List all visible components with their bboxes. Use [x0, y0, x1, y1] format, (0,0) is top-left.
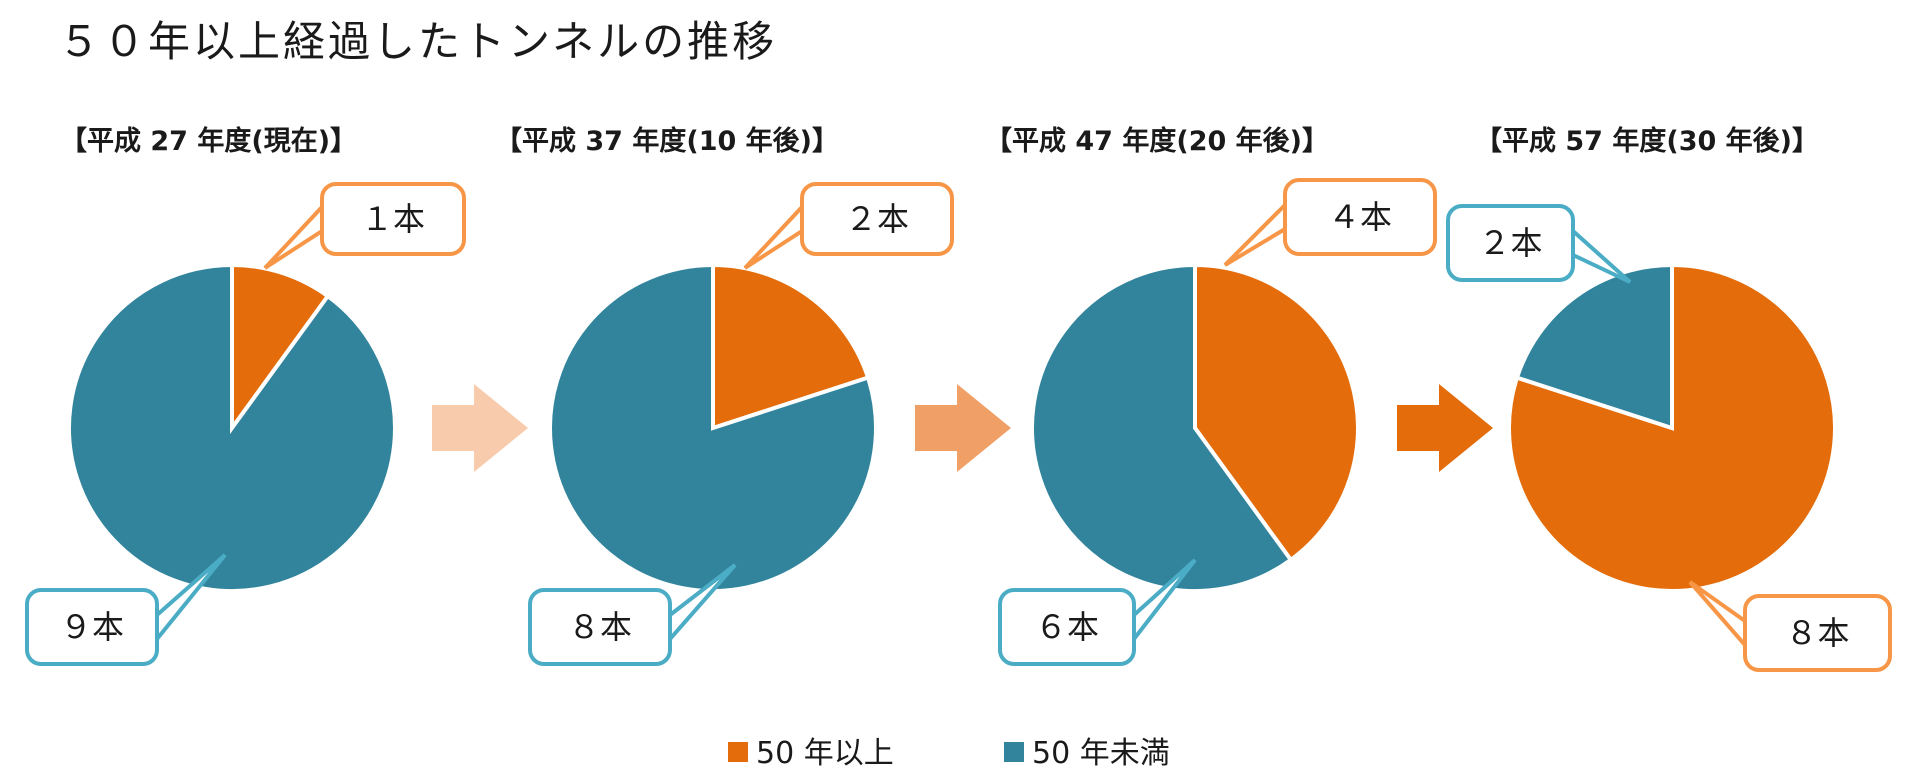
- data-label-over50: １本: [263, 182, 466, 270]
- pie-chart-4: 【平成 57 年度(30 年後)】 ８本 ２本: [1446, 125, 1892, 672]
- pie-slice-under50: [1030, 262, 1294, 593]
- data-label-text: ９本: [60, 608, 124, 646]
- pie-slice-under50: [548, 262, 878, 593]
- data-label-text: １本: [361, 200, 425, 238]
- pie-title-1: 【平成 27 年度(現在)】: [60, 125, 357, 157]
- pie-title-3: 【平成 47 年度(20 年後)】: [985, 125, 1329, 157]
- legend-label: 50 年以上: [756, 736, 894, 771]
- page-title: ５０年以上経過したトンネルの推移: [58, 17, 778, 66]
- transition-arrow-1: [432, 384, 528, 472]
- data-label-text: ８本: [1785, 614, 1849, 652]
- pie-slice-over50: [1507, 262, 1837, 593]
- data-label-under50: ２本: [1446, 204, 1632, 284]
- data-label-text: ６本: [1035, 608, 1099, 646]
- data-label-over50: ２本: [743, 182, 954, 270]
- data-label-over50: ４本: [1223, 178, 1437, 267]
- data-label-text: ８本: [568, 608, 632, 646]
- pie-slice-under50: [1514, 262, 1674, 431]
- legend-swatch: [1004, 742, 1024, 762]
- legend-label: 50 年未満: [1032, 736, 1170, 771]
- pie-chart-3: 【平成 47 年度(20 年後)】 ４本 ６本: [985, 125, 1437, 666]
- pie-title-4: 【平成 57 年度(30 年後)】: [1475, 125, 1819, 157]
- data-label-text: ４本: [1328, 198, 1392, 236]
- pie-chart-2: 【平成 37 年度(10 年後)】 ２本 ８本: [495, 125, 954, 666]
- pie-chart-1: 【平成 27 年度(現在)】 １本 ９本: [25, 125, 466, 666]
- transition-arrow-2: [915, 384, 1011, 472]
- data-label-over50: ８本: [1688, 580, 1892, 672]
- legend-swatch: [728, 742, 748, 762]
- data-label-text: ２本: [845, 200, 909, 238]
- data-label-under50: ８本: [528, 563, 737, 666]
- data-label-under50: ６本: [998, 558, 1197, 666]
- pie-slice-over50: [1193, 262, 1360, 563]
- transition-arrow-3: [1397, 384, 1493, 472]
- pie-slice-under50: [67, 262, 397, 593]
- pie-title-2: 【平成 37 年度(10 年後)】: [495, 125, 839, 157]
- data-label-under50: ９本: [25, 553, 227, 666]
- data-label-text: ２本: [1478, 224, 1542, 262]
- pie-slice-over50: [230, 262, 331, 435]
- legend: 50 年以上 50 年未満: [728, 736, 1170, 771]
- pie-slice-over50: [711, 262, 871, 431]
